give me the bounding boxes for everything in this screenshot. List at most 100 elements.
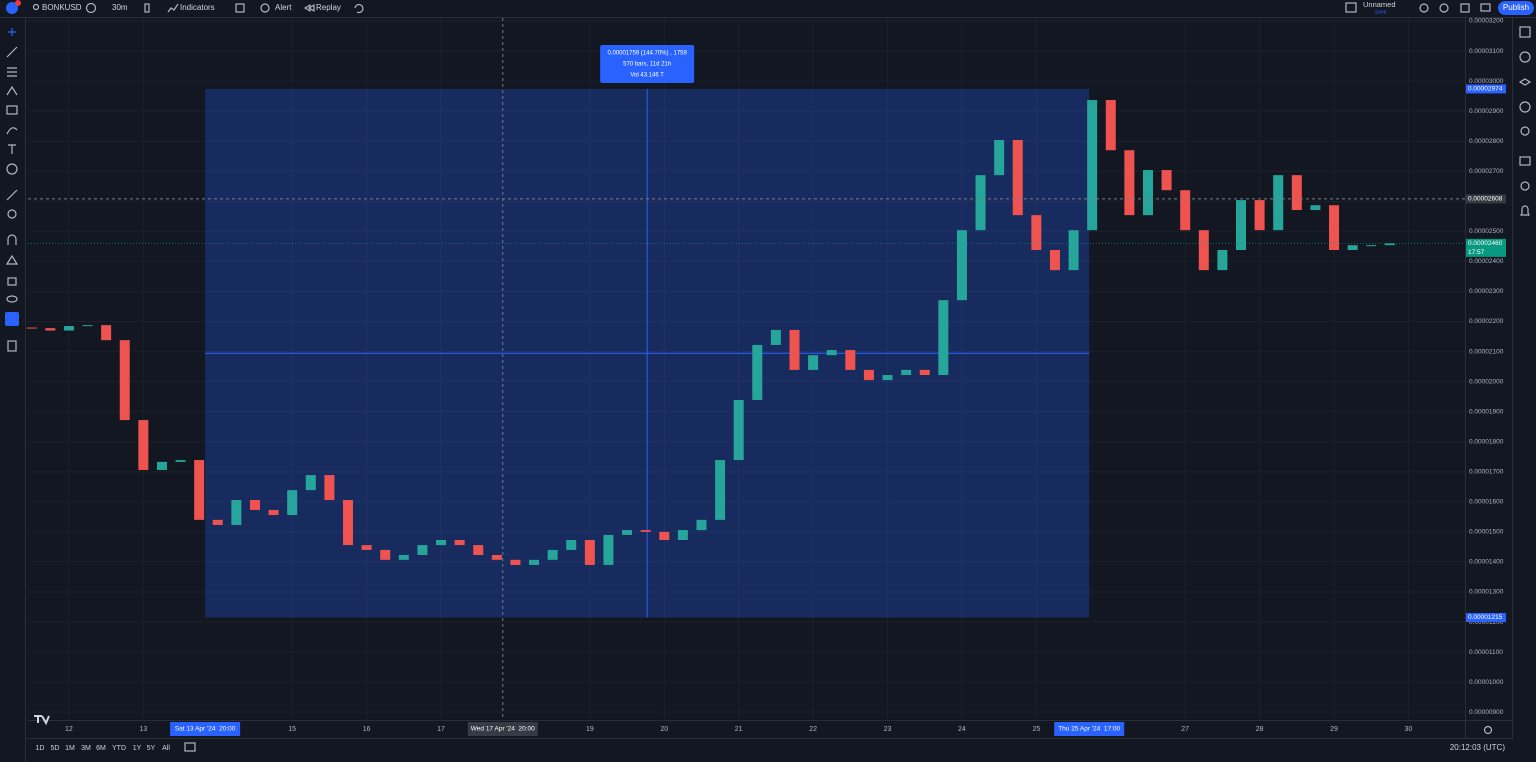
- candle: [380, 549, 391, 560]
- x-tick-label: 28: [1256, 726, 1264, 733]
- visibility-tool[interactable]: [6, 295, 18, 303]
- layout-name[interactable]: Unnamed: [1363, 0, 1396, 9]
- candle: [1366, 245, 1377, 247]
- notifications-button[interactable]: [1520, 205, 1530, 216]
- x-tick-label: 12: [65, 726, 73, 733]
- candle: [1124, 150, 1135, 216]
- time-marker-label: Sat 13 Apr '24 20:00: [175, 726, 236, 733]
- fib-tool[interactable]: [7, 67, 17, 77]
- alert[interactable]: Alert: [275, 3, 292, 12]
- candle: [659, 531, 670, 540]
- y-tick-label: 0.00001300: [1469, 589, 1504, 596]
- data-window-button[interactable]: [1518, 78, 1532, 86]
- ruler-tool[interactable]: [6, 189, 18, 201]
- candle: [194, 460, 205, 520]
- layout-toggle[interactable]: [1345, 2, 1357, 13]
- range-button[interactable]: YTD: [112, 745, 126, 752]
- y-tick-label: 0.00001900: [1469, 408, 1504, 415]
- range-button[interactable]: All: [162, 745, 170, 752]
- symbol[interactable]: BONKUSD: [42, 3, 82, 12]
- x-tick-label: 27: [1181, 726, 1189, 733]
- range-button[interactable]: 5D: [51, 745, 60, 752]
- undo-icon[interactable]: [354, 3, 364, 14]
- badge: [15, 0, 21, 6]
- candle: [1012, 140, 1023, 216]
- range-button[interactable]: 6M: [96, 745, 106, 752]
- compare-icon[interactable]: [85, 2, 97, 14]
- watchlist-button[interactable]: [1519, 26, 1531, 38]
- candle: [175, 460, 186, 462]
- zoom-tool[interactable]: [7, 209, 17, 219]
- trash-tool[interactable]: [7, 340, 17, 352]
- hotlist-button[interactable]: [1519, 101, 1531, 113]
- brush-tool[interactable]: [6, 127, 18, 135]
- interval[interactable]: 30m: [112, 3, 128, 12]
- price-marker-label: 0.00001215: [1468, 614, 1503, 621]
- candle: [1273, 175, 1284, 231]
- layout-icon[interactable]: [235, 3, 245, 13]
- candle: [45, 328, 56, 331]
- axis-settings[interactable]: [1483, 725, 1493, 735]
- snapshot-button[interactable]: [1480, 3, 1491, 12]
- candle: [938, 300, 949, 376]
- candle: [1254, 200, 1265, 231]
- candle: [138, 420, 149, 470]
- alert-button[interactable]: [1419, 3, 1429, 13]
- alerts-button[interactable]: [1519, 51, 1531, 63]
- publish-button[interactable]: [1498, 1, 1534, 15]
- candle: [119, 340, 130, 421]
- chat-button[interactable]: [1519, 156, 1531, 166]
- pattern-tool[interactable]: [6, 85, 18, 96]
- candle: [398, 555, 409, 560]
- candle: [994, 140, 1005, 176]
- range-button[interactable]: 1Y: [133, 745, 142, 752]
- candle: [1236, 200, 1247, 250]
- publish-label: Publish: [1503, 3, 1529, 12]
- candle: [808, 355, 819, 370]
- candle: [882, 375, 893, 381]
- candle: [1384, 243, 1395, 246]
- range-button[interactable]: 3M: [81, 745, 91, 752]
- y-tick-label: 0.00001800: [1469, 438, 1504, 445]
- tv-logo: [34, 715, 50, 726]
- settings-button[interactable]: [1439, 3, 1449, 13]
- candle: [1180, 190, 1191, 231]
- candle: [342, 500, 353, 546]
- save-status: Save: [1375, 9, 1387, 15]
- cursor-tool[interactable]: [8, 28, 16, 36]
- lock-drawing-tool[interactable]: [5, 254, 19, 265]
- lock-tool[interactable]: [7, 277, 17, 286]
- y-tick-label: 0.00001600: [1469, 499, 1504, 506]
- range-button[interactable]: 1D: [36, 745, 45, 752]
- y-tick-label: 0.00002700: [1469, 168, 1504, 175]
- measure-tool-active[interactable]: [5, 312, 19, 326]
- ideas-button[interactable]: [1520, 126, 1530, 136]
- x-tick-label: 19: [586, 726, 594, 733]
- candle: [566, 539, 577, 550]
- sidebar-icons: [1518, 26, 1532, 216]
- streams-button[interactable]: [1520, 181, 1530, 191]
- candle: [63, 326, 74, 331]
- text-tool[interactable]: [8, 144, 16, 154]
- trend-line-tool[interactable]: [6, 46, 18, 58]
- fullscreen-button[interactable]: [1460, 3, 1470, 13]
- avatar[interactable]: [6, 2, 18, 14]
- price-marker-label: 0.00002460: [1468, 240, 1503, 247]
- date-range-button[interactable]: [184, 742, 196, 752]
- plot-area: 0.00000900 0.00001000 0.00001100 0.00001200…: [26, 18, 1512, 738]
- icon-tool[interactable]: [6, 163, 18, 175]
- y-tick-label: 0.00001000: [1469, 679, 1504, 686]
- projection-tool[interactable]: [6, 105, 18, 115]
- indicators[interactable]: Indicators: [180, 3, 215, 12]
- replay[interactable]: Replay: [316, 3, 341, 12]
- candle: [1329, 205, 1340, 250]
- clock[interactable]: 20:12:03 (UTC): [1450, 743, 1505, 752]
- candle: [1217, 249, 1228, 271]
- range-button[interactable]: 5Y: [147, 745, 156, 752]
- magnet-tool[interactable]: [7, 234, 17, 245]
- chart-type-icon[interactable]: [144, 3, 150, 13]
- price-marker: [1466, 238, 1506, 257]
- range-button[interactable]: 1M: [65, 745, 75, 752]
